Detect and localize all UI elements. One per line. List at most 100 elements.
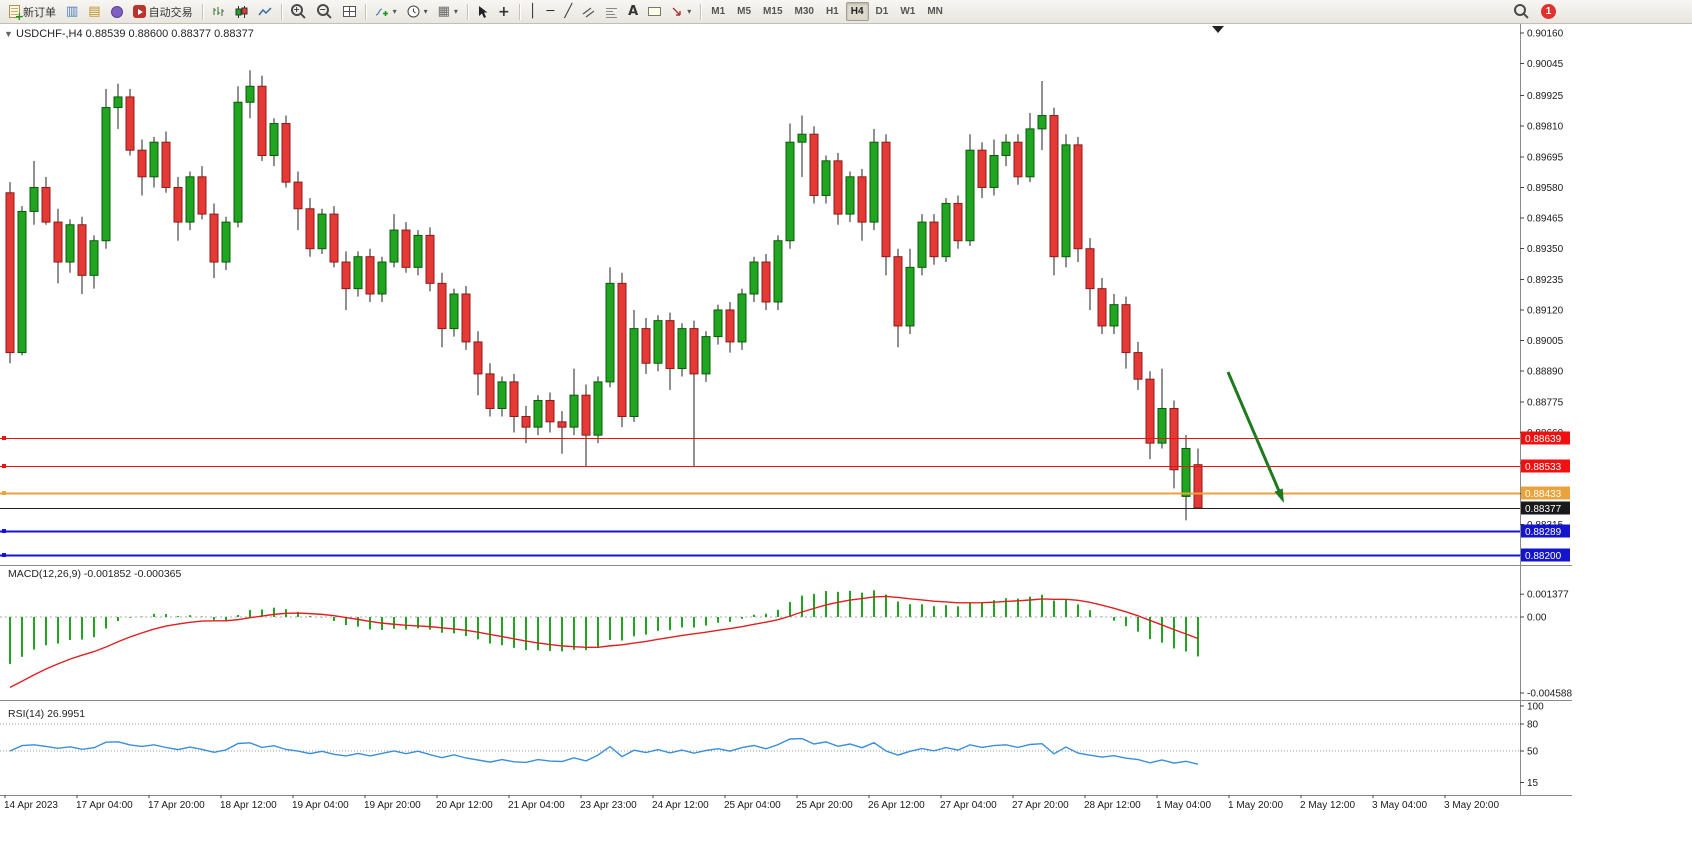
bull-candle — [1025, 128, 1035, 178]
price-axis[interactable]: 0.90160 0.90045 0.89925 0.89810 0.89695 0.895… — [1520, 29, 1564, 562]
label-button[interactable] — [644, 1, 665, 23]
rsi-panel: RSI(14) 26.9951 100 80 50 15 — [0, 702, 1544, 789]
bull-candle — [1109, 304, 1119, 327]
fibonacci-button[interactable] — [601, 1, 622, 23]
channel-button[interactable] — [578, 1, 599, 23]
time-label: 19 Apr 04:00 — [292, 800, 349, 811]
toolbar-separator — [466, 3, 468, 20]
line-handle — [2, 553, 6, 557]
time-label: 28 Apr 12:00 — [1084, 800, 1141, 811]
bear-candle — [617, 282, 627, 418]
templates-button[interactable]: ▦ ▾ — [434, 1, 462, 23]
new-chart-button[interactable]: ▥ — [62, 1, 82, 23]
refresh-icon — [110, 5, 123, 18]
bull-candle — [1181, 447, 1191, 497]
svg-text:0.89120: 0.89120 — [1527, 305, 1564, 316]
zoom-in-button[interactable] — [287, 1, 311, 23]
bear-candle — [437, 282, 447, 330]
horizontal-line-objects[interactable]: 0.88639 0.88533 0.88433 0.88289 0.88200 — [0, 431, 1570, 563]
bear-candle — [305, 208, 315, 250]
vertical-line-button[interactable]: │ — [525, 1, 541, 23]
horizontal-line-button[interactable]: ─ — [543, 1, 559, 23]
notification-badge[interactable]: 1 — [1541, 4, 1556, 19]
bull-candle — [377, 261, 387, 295]
time-label: 21 Apr 04:00 — [508, 800, 565, 811]
chart-candles-button[interactable] — [231, 1, 252, 23]
chart-shift-marker[interactable] — [1212, 26, 1224, 33]
one-click-trading-toggle[interactable]: ▼ — [4, 29, 13, 39]
bear-candle — [1049, 115, 1059, 258]
indicators-button[interactable]: ▾ — [371, 1, 401, 23]
bear-candle — [725, 309, 735, 343]
bear-candle — [857, 176, 867, 223]
trendline-icon: ╱ — [564, 4, 573, 19]
time-label: 25 Apr 04:00 — [724, 800, 781, 811]
bear-candle — [1193, 464, 1203, 509]
bull-candle — [221, 221, 231, 263]
chart-canvas[interactable]: 0.90160 0.90045 0.89925 0.89810 0.89695 0.895… — [0, 24, 1692, 816]
time-label: 25 Apr 20:00 — [796, 800, 853, 811]
bar-chart-icon — [213, 7, 224, 16]
timeframe-button-MN[interactable]: MN — [927, 6, 943, 17]
candlestick-series — [5, 70, 1203, 521]
new-order-button[interactable]: 新订单 — [5, 1, 60, 23]
time-label: 3 May 20:00 — [1444, 800, 1499, 811]
auto-trading-button[interactable]: 自动交易 — [129, 1, 197, 23]
bear-candle — [53, 221, 63, 263]
bull-candle — [737, 293, 747, 343]
chart-bars-button[interactable] — [208, 1, 229, 23]
bull-candle — [917, 221, 927, 268]
svg-text:0.89235: 0.89235 — [1527, 275, 1564, 286]
bull-candle — [113, 96, 123, 109]
profiles-button[interactable]: ▤ — [84, 1, 104, 23]
timeframe-button-W1[interactable]: W1 — [900, 6, 916, 17]
bull-candle — [353, 256, 363, 290]
bear-candle — [893, 256, 903, 327]
bear-candle — [1013, 141, 1023, 178]
bear-candle — [581, 394, 591, 436]
auto-trading-icon — [132, 5, 146, 18]
trend-arrow[interactable] — [1226, 371, 1284, 503]
bear-candle — [809, 133, 819, 196]
bull-candle — [101, 107, 111, 242]
bear-candle — [881, 141, 891, 258]
price-label-box — [1521, 548, 1570, 562]
time-label: 19 Apr 20:00 — [364, 800, 421, 811]
time-label: 26 Apr 12:00 — [868, 800, 925, 811]
timeframe-button-H4[interactable]: H4 — [845, 2, 869, 21]
refresh-button[interactable] — [107, 1, 127, 23]
text-button[interactable]: A — [624, 1, 642, 23]
profiles-icon: ▤ — [88, 4, 101, 19]
bear-candle — [401, 229, 411, 268]
zoom-out-button[interactable] — [313, 1, 337, 23]
timeframe-button-M5[interactable]: M5 — [737, 6, 752, 17]
timeframe-button-H1[interactable]: H1 — [825, 6, 839, 17]
time-axis[interactable]: 14 Apr 2023 17 Apr 04:00 17 Apr 20:00 18 Ap… — [4, 795, 1499, 811]
timeframe-button-M1[interactable]: M1 — [711, 6, 726, 17]
macd-panel: MACD(12,26,9) -0.001852 -0.000365 0.00137… — [0, 568, 1572, 700]
chart-line-button[interactable] — [254, 1, 276, 23]
cursor-button[interactable] — [473, 1, 492, 23]
time-label: 14 Apr 2023 — [4, 800, 58, 811]
bull-candle — [605, 282, 615, 383]
bear-candle — [341, 261, 351, 290]
tile-windows-button[interactable] — [339, 1, 360, 23]
zoom-in-icon — [290, 4, 303, 16]
line-handle — [2, 436, 6, 440]
timeframe-button-M15[interactable]: M15 — [763, 6, 783, 17]
trendline-button[interactable]: ╱ — [560, 1, 576, 23]
timeframe-button-M30[interactable]: M30 — [794, 6, 814, 17]
rsi-line — [9, 737, 1199, 765]
toolbar-right: 1 — [1509, 1, 1556, 23]
price-label-box — [1521, 459, 1570, 473]
timeframe-button-D1[interactable]: D1 — [875, 6, 889, 17]
arrows-button[interactable]: ▾ — [667, 1, 695, 23]
bear-candle — [161, 141, 171, 188]
text-tool-icon: A — [628, 4, 639, 19]
search-button[interactable] — [1510, 1, 1534, 23]
time-label: 20 Apr 12:00 — [436, 800, 493, 811]
toolbar-separator — [364, 3, 366, 20]
periods-button[interactable]: ▾ — [403, 1, 432, 23]
crosshair-button[interactable]: + — [494, 1, 514, 23]
